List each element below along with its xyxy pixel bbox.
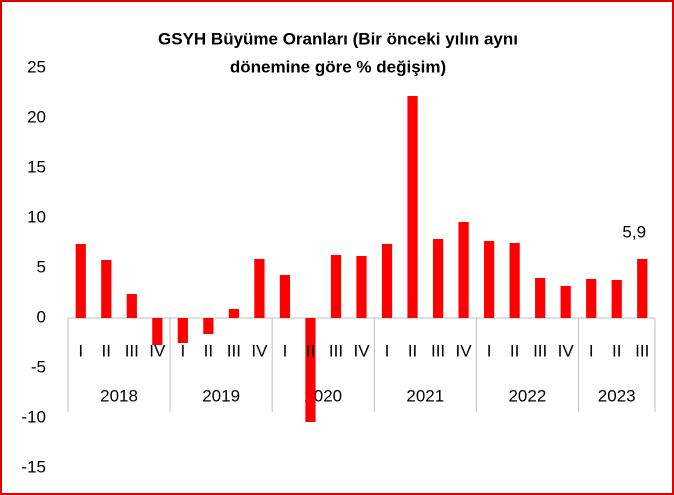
- bar: [484, 241, 495, 318]
- bar: [611, 280, 622, 318]
- chart-title: GSYH Büyüme Oranları (Bir önceki yılın a…: [158, 29, 518, 48]
- x-tick-label: III: [329, 341, 343, 360]
- x-tick-label: I: [385, 341, 390, 360]
- x-group-label: 2018: [100, 386, 138, 405]
- x-tick-label: II: [510, 341, 519, 360]
- bar: [381, 244, 393, 318]
- x-tick-label: II: [102, 341, 111, 360]
- x-tick-label: III: [431, 341, 445, 360]
- bar: [356, 256, 367, 318]
- y-tick-label: 0: [37, 307, 46, 326]
- y-tick-label: 25: [27, 57, 46, 76]
- bar: [305, 318, 316, 422]
- bar: [279, 275, 291, 318]
- x-tick-label: IV: [353, 341, 370, 360]
- x-tick-label: IV: [456, 341, 473, 360]
- data-label: 5,9: [622, 222, 646, 241]
- bar: [535, 278, 546, 318]
- x-tick-label: IV: [149, 341, 166, 360]
- bar: [254, 259, 265, 318]
- x-tick-label: III: [533, 341, 547, 360]
- x-group-label: 2019: [202, 386, 240, 405]
- bar: [228, 309, 239, 318]
- y-tick-label: -5: [31, 357, 46, 376]
- y-tick-label: -10: [21, 407, 46, 426]
- bar: [586, 279, 597, 318]
- bar: [458, 222, 469, 318]
- bar: [203, 318, 214, 334]
- bar: [126, 294, 137, 318]
- y-tick-label: 20: [27, 107, 46, 126]
- y-tick-label: 5: [37, 257, 46, 276]
- x-tick-label: IV: [558, 341, 575, 360]
- bar: [509, 243, 520, 318]
- bar: [407, 96, 418, 318]
- x-tick-label: I: [180, 341, 185, 360]
- x-group-label: 2021: [406, 386, 444, 405]
- x-tick-label: II: [612, 341, 621, 360]
- bar: [101, 260, 112, 318]
- bar: [152, 318, 163, 345]
- x-tick-label: I: [78, 341, 83, 360]
- bar: [330, 255, 342, 318]
- bar: [637, 259, 648, 318]
- y-tick-label: 10: [27, 207, 46, 226]
- x-tick-label: III: [227, 341, 241, 360]
- chart-title: dönemine göre % değişim): [230, 57, 446, 76]
- bar: [560, 286, 571, 318]
- bar: [432, 239, 444, 318]
- x-tick-label: I: [487, 341, 492, 360]
- x-group-label: 2022: [508, 386, 546, 405]
- y-tick-label: -15: [21, 457, 46, 476]
- bar: [75, 244, 86, 318]
- x-tick-label: II: [408, 341, 417, 360]
- x-tick-label: II: [306, 341, 315, 360]
- x-tick-label: I: [589, 341, 594, 360]
- x-tick-label: II: [204, 341, 213, 360]
- x-tick-label: III: [635, 341, 649, 360]
- x-tick-label: IV: [251, 341, 268, 360]
- x-group-label: 2023: [598, 386, 636, 405]
- x-tick-label: I: [283, 341, 288, 360]
- y-tick-label: 15: [27, 157, 46, 176]
- x-tick-label: III: [125, 341, 139, 360]
- bar: [177, 318, 188, 343]
